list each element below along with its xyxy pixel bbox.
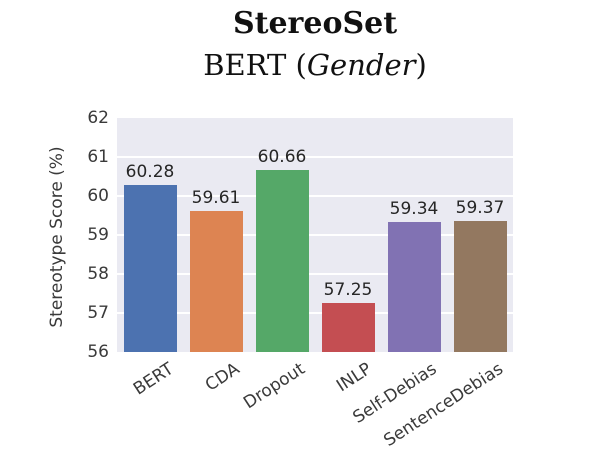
gridline-y58 bbox=[117, 273, 513, 275]
x-tick-label-BERT: BERT bbox=[129, 359, 177, 400]
y-tick-label-59: 59 bbox=[87, 225, 109, 245]
gridline-y57 bbox=[117, 312, 513, 314]
x-tick-label-CDA: CDA bbox=[201, 359, 243, 396]
y-tick-label-57: 57 bbox=[87, 303, 109, 323]
value-label-SentenceDebias: 59.37 bbox=[455, 197, 505, 218]
bar-SentenceDebias bbox=[453, 220, 507, 352]
x-tick-label-Dropout: Dropout bbox=[240, 359, 309, 414]
y-tick-label-62: 62 bbox=[87, 108, 109, 128]
x-tick-label-INLP: INLP bbox=[332, 359, 375, 397]
gridline-y59 bbox=[117, 234, 513, 236]
x-tick-label-SentenceDebias: SentenceDebias bbox=[380, 359, 507, 450]
value-label-CDA: 59.61 bbox=[191, 188, 241, 209]
subtitle-prefix: BERT ( bbox=[203, 48, 307, 82]
subtitle-suffix: ) bbox=[415, 48, 427, 82]
bar-Self-Debias bbox=[387, 221, 441, 352]
value-label-Self-Debias: 59.34 bbox=[389, 198, 439, 219]
chart-subtitle: BERT (Gender) bbox=[30, 48, 600, 82]
plot-area bbox=[117, 118, 513, 352]
y-tick-label-58: 58 bbox=[87, 264, 109, 284]
gridline-y61 bbox=[117, 156, 513, 158]
bar-BERT bbox=[123, 185, 177, 352]
value-label-INLP: 57.25 bbox=[323, 280, 373, 301]
y-tick-label-61: 61 bbox=[87, 147, 109, 167]
subtitle-italic: Gender bbox=[306, 48, 416, 82]
value-label-Dropout: 60.66 bbox=[257, 147, 307, 168]
y-tick-label-56: 56 bbox=[87, 342, 109, 362]
bar-CDA bbox=[189, 211, 243, 352]
chart-title: StereoSet bbox=[232, 6, 398, 41]
bar-INLP bbox=[321, 303, 375, 352]
gridline-y60 bbox=[117, 195, 513, 197]
value-label-BERT: 60.28 bbox=[125, 162, 175, 183]
y-tick-label-60: 60 bbox=[87, 186, 109, 206]
bar-Dropout bbox=[255, 170, 309, 352]
